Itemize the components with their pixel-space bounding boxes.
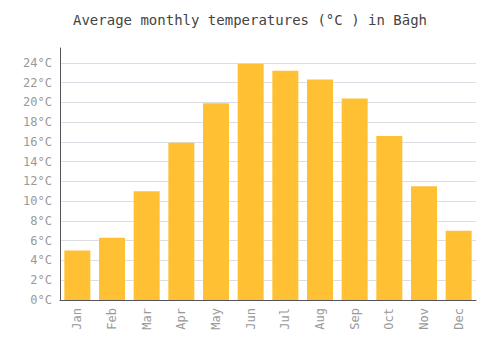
svg-text:Sep: Sep	[348, 308, 362, 330]
svg-text:18°C: 18°C	[23, 115, 52, 129]
svg-text:Feb: Feb	[105, 308, 119, 330]
svg-text:2°C: 2°C	[30, 273, 52, 287]
svg-text:Mar: Mar	[140, 308, 154, 330]
svg-text:May: May	[209, 308, 223, 330]
svg-text:Average monthly temperatures (: Average monthly temperatures (°C ) in Bā…	[73, 12, 427, 28]
svg-text:20°C: 20°C	[23, 95, 52, 109]
svg-text:Jul: Jul	[278, 308, 292, 330]
svg-text:6°C: 6°C	[30, 234, 52, 248]
svg-text:0°C: 0°C	[30, 293, 52, 307]
svg-text:Nov: Nov	[417, 308, 431, 330]
svg-text:10°C: 10°C	[23, 194, 52, 208]
svg-text:Dec: Dec	[452, 308, 466, 330]
svg-text:Oct: Oct	[382, 308, 396, 330]
svg-text:Jan: Jan	[70, 308, 84, 330]
svg-text:24°C: 24°C	[23, 56, 52, 70]
svg-text:Apr: Apr	[174, 308, 188, 330]
svg-text:Jun: Jun	[244, 308, 258, 330]
svg-text:8°C: 8°C	[30, 214, 52, 228]
svg-text:14°C: 14°C	[23, 155, 52, 169]
svg-text:22°C: 22°C	[23, 76, 52, 90]
svg-text:12°C: 12°C	[23, 174, 52, 188]
svg-text:4°C: 4°C	[30, 253, 52, 267]
svg-text:16°C: 16°C	[23, 135, 52, 149]
svg-text:Aug: Aug	[313, 308, 327, 330]
